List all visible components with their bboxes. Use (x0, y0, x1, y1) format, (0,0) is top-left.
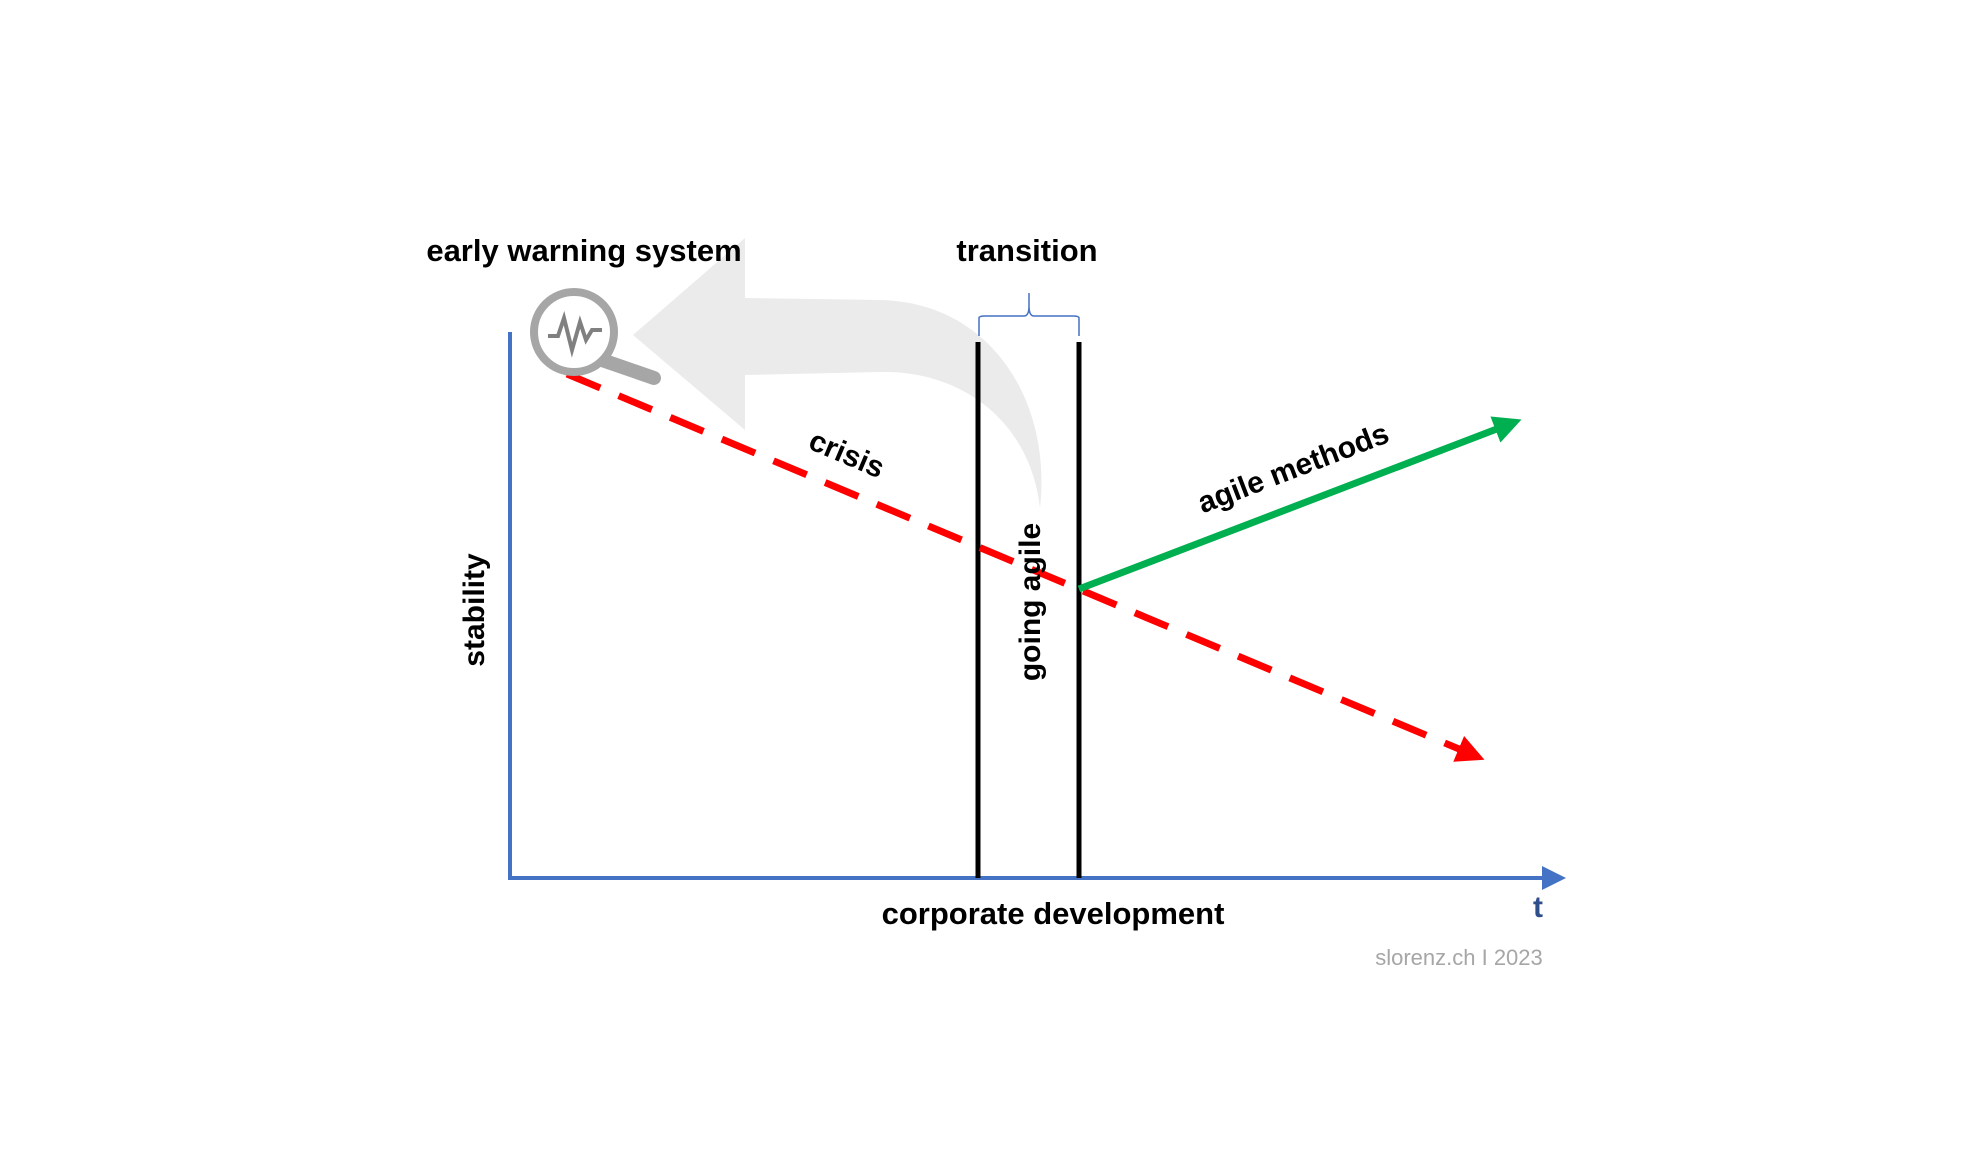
magnifier-icon (530, 288, 661, 385)
y-axis-label: stability (458, 553, 491, 667)
time-label: t (1533, 891, 1543, 924)
crisis-label: crisis (804, 424, 889, 485)
brace (978, 293, 1080, 336)
x-axis-label: corporate development (882, 896, 1225, 931)
credit: slorenz.ch I 2023 (1375, 945, 1543, 970)
transition-label: transition (956, 233, 1097, 268)
going-agile-label: going agile (1014, 523, 1047, 681)
title: early warning system (426, 233, 741, 268)
agile-line (1077, 416, 1522, 593)
feedback-arrow (633, 238, 1042, 508)
